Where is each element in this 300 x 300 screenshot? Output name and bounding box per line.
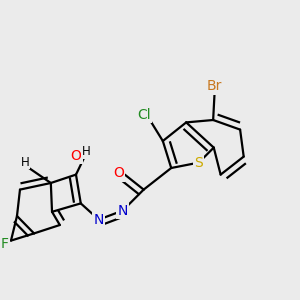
Text: N: N xyxy=(94,213,104,226)
Text: S: S xyxy=(194,156,203,170)
Text: H: H xyxy=(21,155,29,169)
Text: O: O xyxy=(70,149,81,163)
Text: Br: Br xyxy=(207,80,222,93)
Text: Cl: Cl xyxy=(137,108,151,122)
Text: F: F xyxy=(1,237,9,250)
Text: O: O xyxy=(113,167,124,180)
Text: N: N xyxy=(118,204,128,218)
Text: H: H xyxy=(82,145,90,158)
